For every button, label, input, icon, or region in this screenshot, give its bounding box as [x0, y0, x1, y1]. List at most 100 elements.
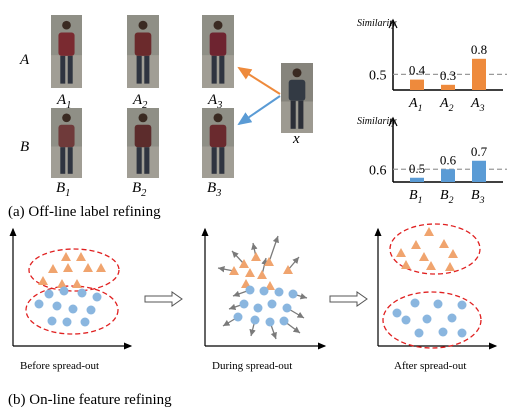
dot-point — [52, 301, 62, 311]
triangle-point — [396, 248, 406, 257]
dot-point — [92, 292, 102, 302]
triangle-point — [245, 268, 255, 277]
tick-label-a3: A3 — [470, 96, 485, 114]
dot-point — [422, 314, 432, 324]
triangle-point — [411, 240, 421, 249]
triangle-point — [283, 265, 293, 274]
query-image-x — [281, 63, 313, 133]
y-axis-label: Similarity — [357, 116, 397, 127]
bar-b2 — [441, 169, 455, 182]
chart-b: Similarity 0.6 0.5 B1 0.6 B2 0.7 B3 — [357, 116, 507, 206]
arrow-to-a3 — [237, 66, 281, 95]
spread-out-panels — [9, 223, 498, 350]
hollow-arrow-2 — [329, 291, 368, 307]
bar-a1 — [410, 79, 424, 90]
caption-after: After spread-out — [394, 360, 466, 372]
bar-a2 — [441, 84, 455, 90]
person-image-b2 — [127, 108, 159, 178]
dot-point — [233, 312, 243, 322]
threshold-label: 0.5 — [369, 68, 387, 83]
triangle-point — [264, 257, 274, 266]
cluster-ellipse-dots — [25, 285, 119, 335]
cluster-ellipse-dots — [382, 291, 482, 349]
triangle-point — [57, 279, 67, 288]
hollow-arrow-1 — [144, 291, 183, 307]
triangle-point — [239, 259, 249, 268]
value-label-b2: 0.6 — [440, 152, 457, 167]
triangle-point — [448, 249, 458, 258]
bar-b1 — [410, 177, 424, 182]
dot-point — [250, 315, 260, 325]
triangle-point — [424, 227, 434, 236]
triangle-point — [96, 263, 106, 272]
section-a-caption: (a) Off-line label refining — [8, 204, 161, 220]
dot-point — [80, 317, 90, 327]
spread-arrow — [287, 256, 300, 271]
y-axis-label: Similarity — [357, 18, 397, 29]
panel-after — [374, 223, 498, 350]
triangle-point — [72, 279, 82, 288]
value-label-a2: 0.3 — [440, 68, 456, 83]
panel-during — [201, 227, 327, 350]
value-label-b3: 0.7 — [471, 144, 488, 159]
dot-point — [414, 328, 424, 338]
tick-label-a2: A2 — [439, 96, 454, 114]
dot-point — [47, 316, 57, 326]
caption-during: During spread-out — [212, 360, 292, 372]
label-b2: B2 — [132, 180, 147, 199]
spread-arrow — [268, 235, 279, 263]
tick-label-b2: B2 — [440, 188, 454, 206]
person-image-a2 — [127, 15, 159, 88]
spread-arrow — [231, 250, 245, 265]
section-b-caption: (b) On-line feature refining — [8, 392, 172, 408]
triangle-point — [401, 260, 411, 269]
dot-point — [59, 286, 69, 296]
panel-before — [9, 227, 133, 350]
dot-point — [457, 300, 467, 310]
value-label-a1: 0.4 — [409, 63, 426, 78]
triangle-point — [241, 279, 251, 288]
dot-point — [438, 327, 448, 337]
triangle-point — [445, 262, 455, 271]
dot-point — [86, 305, 96, 315]
triangle-point — [63, 263, 73, 272]
tick-label-b3: B3 — [471, 188, 485, 206]
triangle-point — [38, 276, 48, 285]
value-label-b1: 0.5 — [409, 161, 425, 176]
value-label-a3: 0.8 — [471, 42, 487, 57]
person-images — [51, 15, 313, 178]
triangle-point — [426, 261, 436, 270]
dot-point — [239, 299, 249, 309]
dot-point — [401, 315, 411, 325]
query-label: x — [292, 131, 300, 147]
dot-point — [259, 286, 269, 296]
person-image-b1 — [51, 108, 82, 178]
tick-label-b1: B1 — [409, 188, 422, 206]
dot-point — [392, 308, 402, 318]
dot-point — [447, 313, 457, 323]
dot-point — [457, 328, 467, 338]
dot-point — [288, 289, 298, 299]
arrow-to-b3 — [237, 95, 281, 126]
label-b1: B1 — [56, 180, 70, 199]
caption-before: Before spread-out — [20, 360, 99, 372]
row-b-label: B — [20, 139, 29, 155]
dot-point — [62, 317, 72, 327]
dot-point — [279, 316, 289, 326]
chart-a: Similarity 0.5 0.4 A1 0.3 A2 0.8 A3 — [357, 18, 507, 114]
triangle-point — [83, 263, 93, 272]
person-image-a3 — [202, 15, 234, 88]
dot-point — [274, 287, 284, 297]
dot-point — [267, 299, 277, 309]
bar-a3 — [472, 58, 486, 90]
dot-point — [253, 303, 263, 313]
triangle-point — [229, 266, 239, 275]
dot-point — [282, 303, 292, 313]
bar-b3 — [472, 160, 486, 182]
dot-point — [265, 317, 275, 327]
triangle-point — [419, 252, 429, 261]
dot-point — [77, 288, 87, 298]
cluster-ellipse-triangles — [389, 223, 481, 275]
triangle-point — [251, 252, 261, 261]
